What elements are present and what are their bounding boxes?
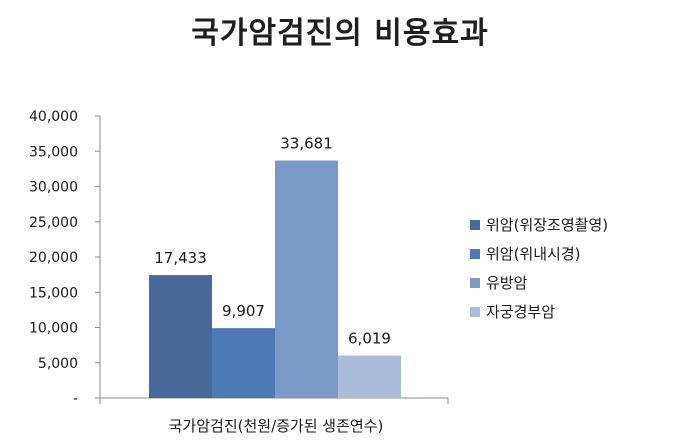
data-label: 33,681 — [280, 135, 333, 153]
legend-label: 위암(위내시경) — [486, 245, 581, 263]
bar — [149, 275, 212, 398]
legend: 위암(위장조영촬영) 위암(위내시경) 유방암 자궁경부암 — [470, 210, 608, 326]
y-tick-label: - — [73, 391, 78, 407]
chart-title: 국가암검진의 비용효과 — [191, 16, 489, 51]
legend-swatch — [470, 219, 480, 230]
legend-item: 위암(위장조영촬영) — [470, 210, 608, 239]
legend-label: 위암(위장조영촬영) — [486, 216, 609, 234]
y-tick-label: 30,000 — [29, 180, 78, 196]
bar — [212, 328, 275, 398]
y-tick-label: 10,000 — [29, 321, 78, 337]
y-tick-label: 5,000 — [38, 356, 78, 372]
y-tick-label: 15,000 — [29, 285, 78, 301]
y-tick-label: 40,000 — [29, 109, 78, 125]
y-tick-label: 20,000 — [29, 250, 78, 266]
data-label: 9,907 — [222, 302, 265, 320]
data-label: 6,019 — [348, 330, 391, 348]
legend-item: 자궁경부암 — [470, 297, 608, 326]
legend-item: 위암(위내시경) — [470, 239, 608, 268]
legend-item: 유방암 — [470, 268, 608, 297]
legend-swatch — [470, 306, 480, 317]
y-tick-label: 35,000 — [29, 144, 78, 160]
legend-swatch — [470, 248, 480, 259]
legend-swatch — [470, 277, 480, 288]
y-tick-label: 25,000 — [29, 215, 78, 231]
bar — [338, 355, 401, 398]
legend-label: 자궁경부암 — [486, 303, 556, 321]
category-label: 국가암검진(천원/증가된 생존연수) — [169, 417, 384, 435]
data-label: 17,433 — [154, 249, 207, 267]
bar — [275, 160, 338, 398]
legend-label: 유방암 — [486, 274, 528, 292]
